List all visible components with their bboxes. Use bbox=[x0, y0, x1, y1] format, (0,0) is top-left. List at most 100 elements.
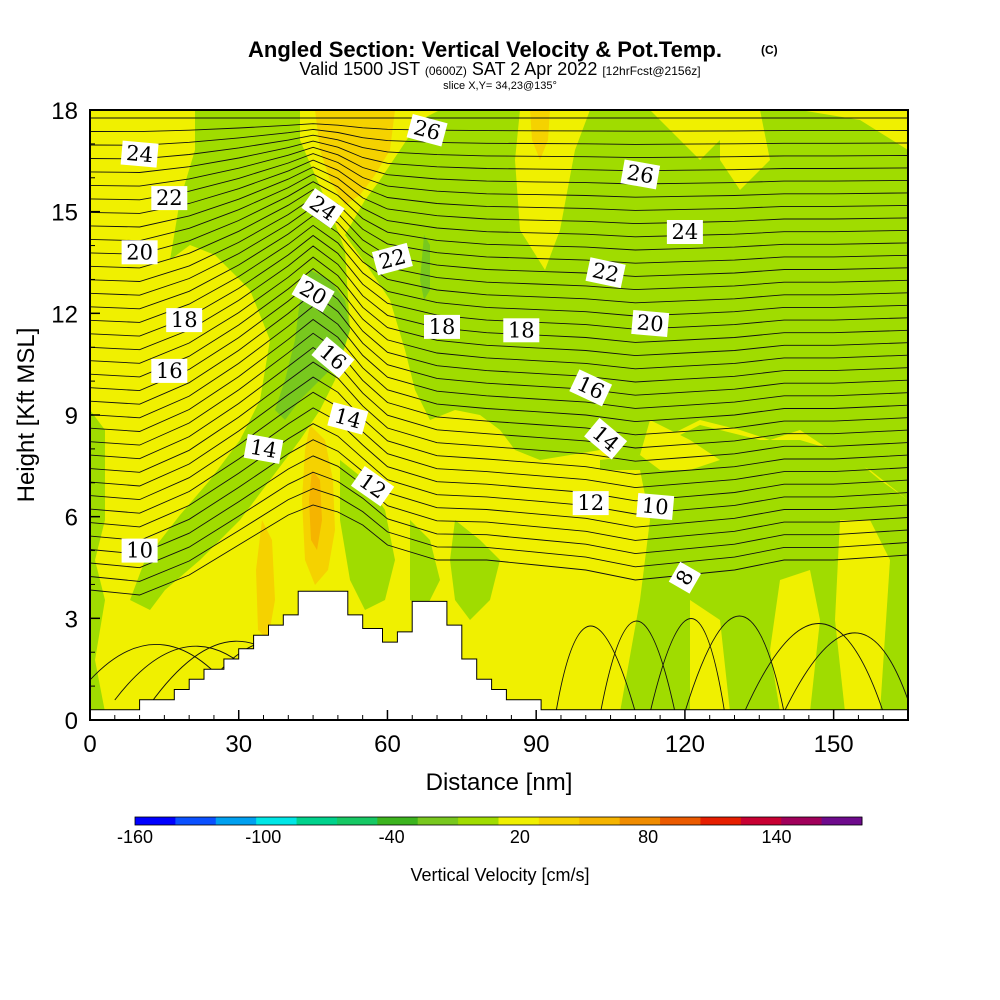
contour-label: 16 bbox=[151, 358, 188, 383]
contour-label: 20 bbox=[121, 240, 158, 265]
theta-contour-line bbox=[90, 361, 908, 473]
theta-contour-line bbox=[90, 197, 908, 282]
theta-contour-line bbox=[90, 224, 908, 323]
contour-label: 12 bbox=[572, 491, 609, 516]
x-tick-label: 150 bbox=[814, 731, 854, 758]
x-axis-ticks: 0 30 60 90 120 150 bbox=[83, 710, 884, 758]
contour-label-box bbox=[151, 186, 188, 211]
contour-label-text: 24 bbox=[125, 141, 154, 167]
contour-label: 8 bbox=[668, 561, 702, 594]
theta-contour-line bbox=[90, 173, 908, 242]
contour-label: 24 bbox=[120, 140, 159, 168]
contour-label-box bbox=[327, 402, 369, 435]
contour-label-box bbox=[636, 492, 675, 521]
colorbar-swatch bbox=[619, 817, 661, 825]
theta-contour-line bbox=[90, 153, 908, 201]
colorbar-tick-label: -100 bbox=[245, 827, 281, 847]
strong-downdraft-core bbox=[275, 270, 350, 420]
contour-label-box bbox=[572, 491, 609, 516]
subtitle-date: SAT 2 Apr 2022 bbox=[472, 59, 597, 79]
updraft-core-lower-left bbox=[256, 520, 275, 640]
contour-label: 16 bbox=[311, 336, 355, 379]
x-axis-label: Distance [nm] bbox=[426, 769, 573, 796]
contour-label-box bbox=[585, 257, 626, 289]
colorbar-swatch bbox=[660, 817, 701, 825]
contour-label-text: 14 bbox=[248, 435, 278, 463]
subtitle-valid: Valid 1500 JST bbox=[299, 59, 420, 79]
theta-contour-line bbox=[90, 423, 908, 528]
colorbar-swatch bbox=[579, 817, 621, 825]
contour-label-box bbox=[668, 561, 702, 594]
x-tick-label: 0 bbox=[83, 731, 96, 758]
contour-label: 18 bbox=[166, 308, 203, 333]
theta-contour-line bbox=[90, 215, 908, 310]
contour-label-box bbox=[631, 309, 670, 338]
colorbar-tick-label: -160 bbox=[117, 827, 153, 847]
contour-label-box bbox=[120, 140, 159, 168]
x-tick-label: 60 bbox=[374, 731, 401, 758]
theta-contour-line bbox=[90, 292, 908, 405]
theta-contour-line bbox=[90, 206, 908, 296]
low-level-contour-line bbox=[684, 615, 785, 713]
updraft-hole-d bbox=[770, 570, 820, 712]
colorbar-swatch bbox=[336, 817, 378, 825]
contour-label-box bbox=[243, 433, 284, 464]
low-level-contour-line bbox=[743, 623, 884, 713]
colorbar-frame bbox=[134, 816, 863, 826]
contour-label-text: 22 bbox=[156, 186, 183, 210]
chart-subtitle: Valid 1500 JST (0600Z) SAT 2 Apr 2022 [1… bbox=[299, 59, 700, 79]
theta-contour-line bbox=[90, 305, 908, 419]
contour-label-text: 18 bbox=[171, 308, 198, 332]
contour-label-text: 24 bbox=[672, 220, 699, 244]
colorbar: -160 -100 -40 20 80 140 bbox=[117, 816, 863, 847]
contour-label-box bbox=[406, 114, 448, 147]
colorbar-swatch bbox=[700, 817, 742, 825]
y-tick-label: 12 bbox=[51, 301, 78, 328]
colorbar-swatch bbox=[821, 817, 863, 825]
contour-label-text: 26 bbox=[625, 160, 655, 188]
contour-label: 18 bbox=[503, 318, 540, 343]
title-mark: (C) bbox=[761, 43, 778, 57]
terrain-mask bbox=[90, 590, 908, 720]
theta-contour-line bbox=[90, 376, 908, 487]
contour-label-text: 16 bbox=[156, 359, 183, 383]
y-axis-label: Height [Kft MSL] bbox=[13, 328, 40, 503]
low-level-contour-line bbox=[783, 632, 908, 713]
colorbar-swatch bbox=[135, 817, 176, 825]
colorbar-swatch bbox=[256, 817, 298, 825]
contour-label-text: 18 bbox=[508, 318, 535, 342]
contour-label: 22 bbox=[151, 186, 188, 211]
theta-contour-line bbox=[90, 134, 908, 160]
colorbar-tick-label: 20 bbox=[510, 827, 530, 847]
slice-label: slice X,Y= 34,23@135° bbox=[443, 80, 557, 92]
colorbar-label: Vertical Velocity [cm/s] bbox=[410, 865, 589, 885]
updraft-core-upper bbox=[315, 110, 395, 205]
contour-label: 26 bbox=[620, 159, 661, 190]
theta-contour-line bbox=[90, 189, 908, 269]
contour-label-box bbox=[569, 369, 613, 407]
contour-label-box bbox=[121, 538, 158, 563]
y-tick-label: 9 bbox=[65, 403, 78, 430]
contour-label-box bbox=[584, 417, 628, 460]
contour-label: 10 bbox=[121, 538, 158, 563]
contour-label-box bbox=[666, 220, 703, 244]
colorbar-swatch bbox=[296, 817, 338, 825]
contour-label-text: 20 bbox=[126, 240, 153, 264]
low-level-contour-line bbox=[600, 620, 676, 713]
theta-contour-line bbox=[90, 471, 908, 569]
theta-contour-line bbox=[90, 268, 908, 378]
colorbar-swatch bbox=[417, 817, 459, 825]
colorbar-tick-label: 140 bbox=[761, 827, 791, 847]
theta-contour-line bbox=[90, 256, 908, 364]
theta-contour-line bbox=[90, 159, 908, 214]
chart-title: Angled Section: Vertical Velocity & Pot.… bbox=[248, 37, 722, 62]
y-tick-label: 3 bbox=[65, 606, 78, 633]
colorbar-swatch bbox=[458, 817, 499, 825]
theta-contour-line bbox=[90, 391, 908, 501]
contour-label-text: 10 bbox=[641, 493, 670, 519]
contour-label-text: 22 bbox=[590, 258, 621, 287]
potential-temperature-contours bbox=[90, 117, 908, 596]
contour-label-text: 10 bbox=[126, 539, 153, 563]
contour-label: 20 bbox=[631, 309, 670, 338]
